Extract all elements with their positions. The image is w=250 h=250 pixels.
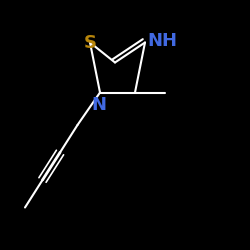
- Text: S: S: [84, 34, 96, 52]
- Text: N: N: [91, 96, 106, 114]
- Text: NH: NH: [148, 32, 178, 50]
